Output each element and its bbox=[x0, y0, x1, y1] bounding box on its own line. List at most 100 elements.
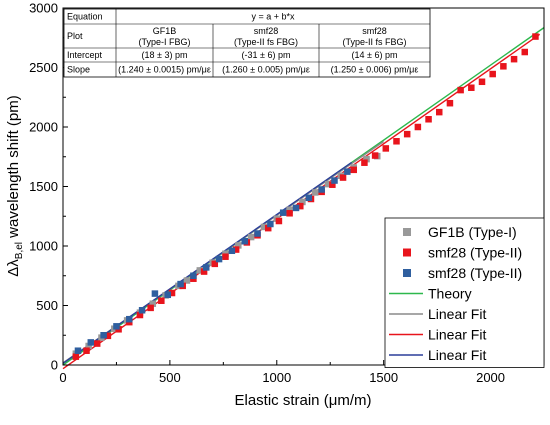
point-smf28_red bbox=[425, 116, 432, 123]
point-smf28_blue bbox=[74, 347, 82, 354]
point-smf28_blue bbox=[331, 177, 338, 184]
point-smf28_red bbox=[136, 311, 144, 319]
table-cell: (1.250 ± 0.006) pm/με bbox=[331, 65, 419, 75]
table-cell: (-31 ± 6) pm bbox=[242, 50, 291, 60]
point-smf28_red bbox=[93, 340, 101, 347]
point-smf28_red bbox=[382, 145, 390, 152]
legend-marker bbox=[403, 269, 411, 277]
point-smf28_red bbox=[147, 304, 154, 312]
point-smf28_blue bbox=[100, 332, 107, 339]
point-smf28_red bbox=[489, 70, 496, 78]
point-smf28_blue bbox=[241, 237, 248, 245]
x-axis-label: Elastic strain (μm/m) bbox=[235, 392, 372, 409]
table-row-label: Intercept bbox=[67, 50, 103, 60]
point-gf1b bbox=[260, 223, 268, 231]
point-gf1b bbox=[299, 198, 306, 206]
point-smf28_blue bbox=[228, 247, 236, 255]
point-smf28_red bbox=[275, 217, 283, 225]
legend-marker bbox=[403, 228, 411, 236]
point-smf28_blue bbox=[113, 323, 120, 330]
y-axis-label: ΔλB,el wavelength shift (pm) bbox=[5, 95, 25, 277]
point-smf28_red bbox=[478, 78, 486, 86]
point-gf1b bbox=[196, 267, 204, 274]
table-row-label: Plot bbox=[67, 31, 83, 41]
series-points-group bbox=[72, 33, 539, 360]
legend-marker bbox=[403, 248, 411, 257]
legend-label: Linear Fit bbox=[428, 347, 486, 363]
y-tick-label: 2500 bbox=[29, 60, 58, 75]
point-smf28_red bbox=[72, 353, 80, 360]
y-axis-label-main: Δλ bbox=[5, 259, 22, 277]
point-smf28_red bbox=[414, 123, 422, 131]
table-cell: (1.260 ± 0.005) pm/με bbox=[222, 65, 310, 75]
point-smf28_red bbox=[83, 347, 90, 354]
legend-label: GF1B (Type-I) bbox=[428, 224, 517, 240]
point-smf28_red bbox=[211, 260, 219, 268]
table-cell: (Type-I FBG) bbox=[138, 37, 190, 47]
point-smf28_red bbox=[350, 166, 357, 174]
point-smf28_red bbox=[168, 289, 176, 297]
point-smf28_blue bbox=[138, 307, 146, 314]
table-span-cell: y = a + b*x bbox=[251, 12, 295, 22]
point-smf28_blue bbox=[177, 280, 184, 288]
point-smf28_red bbox=[435, 108, 443, 116]
point-gf1b bbox=[85, 342, 92, 350]
point-gf1b bbox=[183, 277, 191, 284]
point-smf28_blue bbox=[292, 204, 300, 212]
point-smf28_blue bbox=[318, 186, 325, 193]
x-tick-label: 2000 bbox=[476, 370, 505, 385]
point-smf28_red bbox=[510, 55, 518, 63]
table-row-label: Equation bbox=[67, 12, 103, 22]
legend-label: Linear Fit bbox=[428, 327, 486, 343]
point-smf28_blue bbox=[305, 194, 313, 202]
legend-label: smf28 (Type-II) bbox=[428, 265, 522, 281]
point-smf28_blue bbox=[190, 272, 197, 279]
point-gf1b bbox=[247, 233, 255, 241]
table-cell: smf28 bbox=[362, 26, 387, 36]
table-cell: (Type-II fs FBG) bbox=[234, 37, 298, 47]
x-tick-label: 0 bbox=[59, 370, 66, 385]
point-smf28_red bbox=[286, 210, 293, 217]
y-tick-label: 500 bbox=[36, 298, 58, 313]
table-cell: (14 ± 6) pm bbox=[352, 50, 398, 60]
y-tick-label: 0 bbox=[51, 358, 58, 373]
y-tick-label: 1000 bbox=[29, 239, 58, 254]
point-gf1b bbox=[149, 300, 157, 307]
point-smf28_red bbox=[222, 253, 229, 260]
table-cell: GF1B bbox=[153, 26, 177, 36]
table-frame bbox=[63, 8, 431, 78]
legend: GF1B (Type-I) smf28 (Type-II) smf28 (Type-… bbox=[384, 217, 545, 368]
point-smf28_blue bbox=[279, 209, 287, 216]
point-smf28_blue bbox=[344, 168, 351, 175]
point-smf28_blue bbox=[126, 315, 133, 323]
point-smf28_red bbox=[232, 246, 240, 253]
table-cell: (18 ± 3) pm bbox=[142, 50, 188, 60]
point-gf1b bbox=[235, 242, 242, 249]
point-smf28_blue bbox=[267, 220, 274, 228]
point-gf1b bbox=[324, 180, 332, 188]
legend-label: smf28 (Type-II) bbox=[428, 245, 522, 261]
point-smf28_red bbox=[297, 202, 304, 210]
y-tick-label: 3000 bbox=[29, 1, 58, 16]
point-smf28_red bbox=[457, 86, 464, 94]
point-smf28_blue bbox=[87, 339, 95, 346]
y-tick-label: 2000 bbox=[29, 120, 58, 135]
y-tick-label: 1500 bbox=[29, 179, 58, 194]
point-smf28_red bbox=[468, 84, 475, 91]
point-gf1b bbox=[363, 155, 370, 163]
y-axis-label-rest: wavelength shift (pm) bbox=[5, 95, 22, 242]
table-cell: smf28 bbox=[254, 26, 279, 36]
point-smf28_blue bbox=[202, 264, 210, 271]
point-smf28_red bbox=[361, 159, 368, 166]
point-smf28_red bbox=[339, 174, 347, 181]
point-smf28_red bbox=[264, 224, 272, 232]
x-tick-label: 1000 bbox=[262, 370, 291, 385]
stats-table: Equation y = a + b*x Plot GF1B(Type-I FBG) s… bbox=[63, 8, 431, 78]
point-smf28_red bbox=[446, 99, 454, 107]
point-smf28_blue bbox=[254, 230, 261, 237]
point-smf28_red bbox=[329, 181, 336, 188]
legend-label: Theory bbox=[428, 286, 472, 302]
point-smf28_red bbox=[532, 33, 539, 40]
